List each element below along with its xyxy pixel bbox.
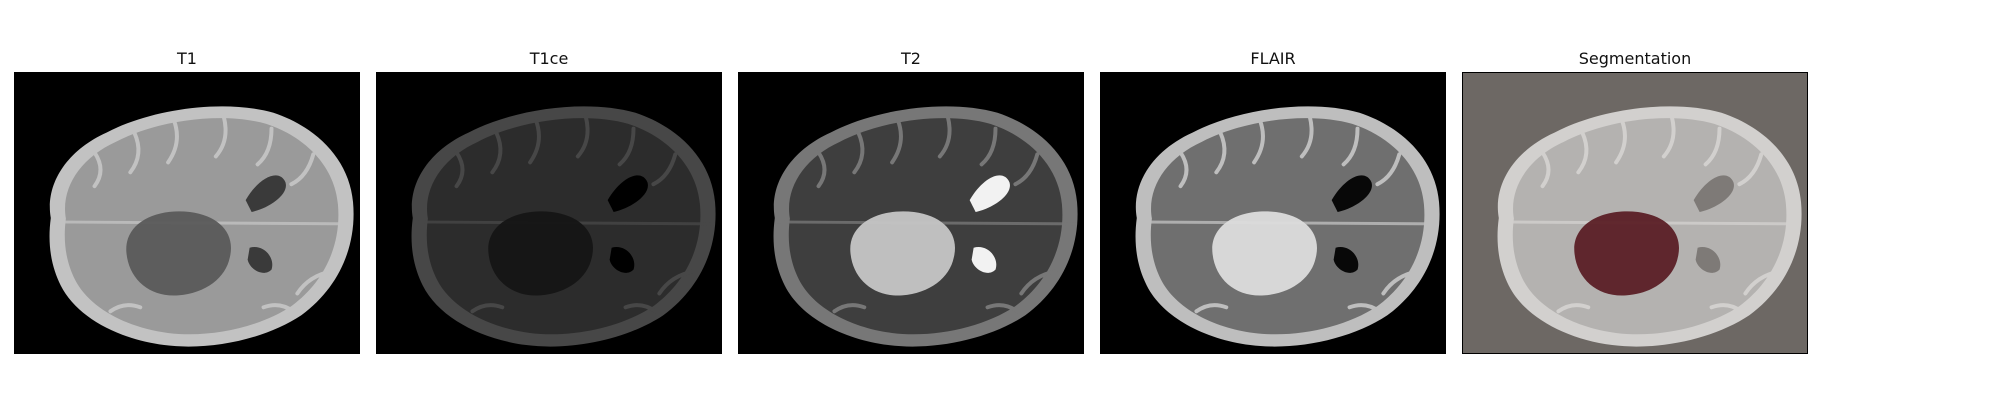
gyral-fold <box>261 303 296 314</box>
panel-title: T1ce <box>529 49 569 68</box>
mri-image-flair <box>1100 72 1446 354</box>
gyral-fold <box>295 269 334 296</box>
gyral-fold <box>1381 269 1420 296</box>
lesion-region <box>1574 211 1679 296</box>
lateral-ventricle <box>971 247 997 273</box>
gyral-fold <box>213 114 228 159</box>
gyral-fold <box>255 126 274 167</box>
gyral-fold <box>623 303 658 314</box>
lesion-region <box>488 211 593 296</box>
gyral-fold <box>1576 130 1589 175</box>
segmentation-overlay-image <box>1462 72 1808 354</box>
gyral-fold <box>1743 269 1782 296</box>
gyral-fold <box>470 303 505 314</box>
mri-image-t1 <box>14 72 360 354</box>
lateral-ventricle <box>1333 247 1359 273</box>
gyral-fold <box>617 126 636 167</box>
gyral-fold <box>832 303 867 314</box>
gyral-fold <box>979 126 998 167</box>
gyral-fold <box>1347 303 1382 314</box>
lateral-ventricle <box>245 175 286 213</box>
panel-title: Segmentation <box>1578 49 1692 68</box>
lateral-ventricle <box>609 247 635 273</box>
gyral-fold <box>1341 126 1360 167</box>
lateral-ventricle <box>1331 175 1372 213</box>
gyral-fold <box>1019 269 1058 296</box>
gyral-fold <box>1013 152 1040 187</box>
gyral-fold <box>651 152 678 187</box>
gyral-fold <box>1540 150 1551 189</box>
gyral-fold <box>1661 114 1676 159</box>
gyral-fold <box>128 130 141 175</box>
gyral-fold <box>1709 303 1744 314</box>
lateral-ventricle <box>1695 247 1721 273</box>
gyral-fold <box>1375 152 1402 187</box>
gyral-fold <box>1737 152 1764 187</box>
lateral-ventricle <box>247 247 273 273</box>
lesion-region <box>1212 211 1317 296</box>
gyral-fold <box>108 303 143 314</box>
gyral-fold <box>454 150 465 189</box>
lateral-ventricle <box>607 175 648 213</box>
gyral-fold <box>985 303 1020 314</box>
panel-title: T1 <box>177 49 197 68</box>
gyral-fold <box>937 114 952 159</box>
gyral-fold <box>657 269 696 296</box>
gyral-fold <box>289 152 316 187</box>
gyral-fold <box>92 150 103 189</box>
gyral-fold <box>1214 130 1227 175</box>
lateral-ventricle <box>1693 175 1734 213</box>
gyral-fold <box>1556 303 1591 314</box>
lesion-region <box>126 211 231 296</box>
gyral-fold <box>575 114 590 159</box>
lesion-region <box>850 211 955 296</box>
gyral-fold <box>166 118 179 165</box>
gyral-fold <box>816 150 827 189</box>
gyral-fold <box>1299 114 1314 159</box>
gyral-fold <box>528 118 541 165</box>
lateral-ventricle <box>969 175 1010 213</box>
mri-image-t1ce <box>376 72 722 354</box>
gyral-fold <box>890 118 903 165</box>
panel-title: FLAIR <box>1250 49 1296 68</box>
gyral-fold <box>1194 303 1229 314</box>
gyral-fold <box>1178 150 1189 189</box>
gyral-fold <box>490 130 503 175</box>
mri-image-t2 <box>738 72 1084 354</box>
gyral-fold <box>1252 118 1265 165</box>
panel-title: T2 <box>901 49 921 68</box>
gyral-fold <box>1703 126 1722 167</box>
gyral-fold <box>1614 118 1627 165</box>
gyral-fold <box>852 130 865 175</box>
